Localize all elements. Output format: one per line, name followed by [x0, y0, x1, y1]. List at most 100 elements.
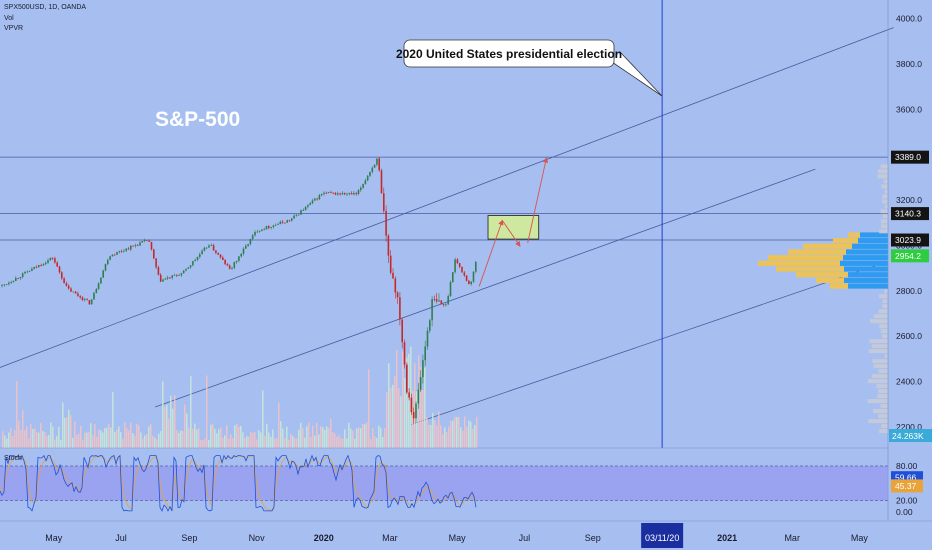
- candle-body: [90, 299, 93, 305]
- stoch-tick-label: 20.00: [896, 496, 918, 506]
- stoch-band: [0, 466, 888, 501]
- candle-body: [153, 249, 155, 259]
- volume-bar: [62, 402, 64, 448]
- candle-body: [199, 254, 201, 257]
- candle-body: [187, 267, 190, 269]
- volume-bar: [364, 424, 366, 448]
- volume-bar: [370, 438, 372, 448]
- volume-bar: [436, 425, 438, 448]
- volume-indicator-legend[interactable]: Vol: [4, 15, 14, 22]
- time-tick-label: May: [851, 533, 869, 543]
- volume-bar: [334, 433, 336, 448]
- chart-title-annotation[interactable]: S&P-500: [155, 108, 240, 131]
- candle-body: [21, 273, 24, 278]
- volume-bar: [304, 437, 306, 448]
- volume-bar: [356, 428, 358, 448]
- candle-body: [277, 224, 279, 225]
- candle-body: [380, 170, 383, 194]
- volume-bar: [68, 409, 70, 448]
- vpvr-bar-grey: [873, 409, 888, 414]
- volume-bar: [36, 431, 38, 448]
- volume-bar: [258, 430, 260, 448]
- volume-bar: [252, 432, 254, 448]
- callout-text[interactable]: 2020 United States presidential election: [396, 47, 622, 61]
- volume-bar: [474, 424, 476, 448]
- volume-bar: [338, 435, 340, 448]
- volume-bar: [204, 438, 206, 448]
- time-axis[interactable]: [0, 521, 932, 550]
- candle-body: [127, 248, 130, 250]
- volume-bar: [288, 439, 290, 448]
- volume-bar: [332, 432, 334, 448]
- projection-arrow[interactable]: [527, 157, 549, 243]
- volume-bar: [426, 417, 428, 448]
- candle-body: [134, 245, 137, 246]
- volume-bar: [344, 429, 346, 448]
- trend-line[interactable]: [410, 265, 875, 426]
- candle-body: [104, 264, 107, 271]
- volume-bar: [230, 434, 232, 448]
- candle-body: [408, 392, 410, 398]
- symbol-legend[interactable]: SPX500USD, 1D, OANDA: [4, 4, 87, 11]
- volume-bar: [104, 428, 106, 448]
- candle-body: [383, 193, 385, 211]
- vpvr-bar-blue: [844, 266, 888, 272]
- candle-body: [205, 247, 208, 249]
- price-tick-label: 3800.0: [896, 59, 922, 69]
- candle-body: [123, 250, 125, 252]
- volume-bar: [28, 438, 30, 448]
- volume-bar: [234, 425, 236, 448]
- candle-body: [435, 299, 438, 302]
- projection-arrow[interactable]: [478, 219, 504, 287]
- candle-body: [1, 285, 3, 286]
- vpvr-bar-grey: [880, 404, 888, 409]
- volume-bar: [160, 431, 162, 448]
- volume-bar: [70, 415, 72, 448]
- candle-body: [61, 272, 63, 279]
- vpvr-bar-grey: [872, 359, 888, 364]
- volume-bar: [132, 432, 134, 448]
- volume-bar: [178, 432, 180, 448]
- volume-bar: [362, 423, 364, 448]
- stoch-indicator-legend[interactable]: Stoch: [4, 455, 22, 462]
- vpvr-bar-blue: [848, 283, 888, 289]
- price-label: 3140.3: [895, 209, 921, 219]
- candle-body: [325, 192, 328, 194]
- candle-body: [304, 206, 307, 211]
- trend-line[interactable]: [0, 27, 894, 373]
- price-tick-label: 2800.0: [896, 286, 922, 296]
- volume-bar: [26, 426, 28, 448]
- projection-arrow[interactable]: [501, 220, 521, 247]
- trend-line[interactable]: [155, 168, 816, 408]
- candle-body: [403, 342, 406, 365]
- candle-body: [385, 210, 387, 236]
- volume-bar: [236, 423, 238, 448]
- candle-body: [265, 226, 268, 230]
- candle-body: [210, 245, 213, 247]
- candles[interactable]: [1, 156, 477, 424]
- volume-bar: [128, 430, 130, 448]
- candle-body: [86, 299, 88, 301]
- main-pane[interactable]: [0, 0, 888, 448]
- candle-body: [334, 192, 337, 195]
- volume-bar: [342, 438, 344, 448]
- vpvr-bar-blue: [852, 243, 888, 249]
- candle-body: [19, 277, 22, 279]
- candle-body: [58, 266, 61, 273]
- candle-body: [228, 265, 231, 269]
- candle-body: [263, 229, 265, 231]
- callout-bubble[interactable]: [403, 39, 615, 68]
- candle-body: [468, 280, 470, 284]
- candle-body: [28, 270, 31, 272]
- volume-bar: [158, 433, 160, 448]
- candle-body: [196, 256, 199, 260]
- volume-bar: [98, 429, 100, 448]
- vpvr-indicator-legend[interactable]: VPVR: [4, 25, 24, 32]
- callout-pointer[interactable]: [611, 51, 663, 97]
- candle-body: [118, 251, 121, 253]
- vpvr-bar-gold: [848, 232, 860, 238]
- volume-bar: [64, 417, 66, 448]
- price-label-box: [891, 207, 929, 221]
- time-tick-label: 2021: [717, 533, 737, 543]
